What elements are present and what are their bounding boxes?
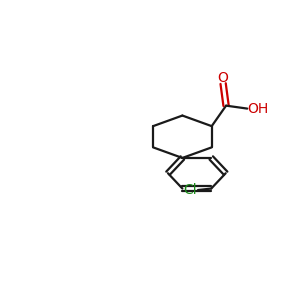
Text: OH: OH: [247, 102, 268, 116]
Text: Cl: Cl: [183, 183, 196, 197]
Text: O: O: [218, 71, 229, 85]
